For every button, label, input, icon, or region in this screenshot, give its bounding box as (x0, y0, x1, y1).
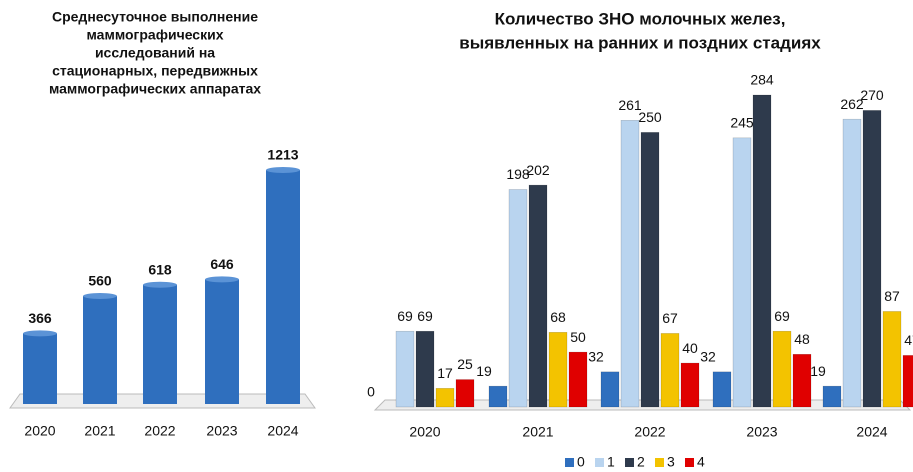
legend-label: 1 (607, 454, 615, 470)
data-label: 198 (506, 166, 530, 182)
data-label: 67 (662, 310, 678, 326)
bar-top (143, 281, 177, 288)
bar (205, 279, 239, 404)
bar (882, 311, 902, 408)
data-label: 270 (860, 87, 884, 103)
chart-title: Среднесуточное выполнение (52, 9, 258, 25)
bar (772, 330, 792, 408)
data-label: 32 (588, 349, 604, 365)
bar (732, 137, 752, 408)
data-label: 261 (618, 97, 642, 113)
data-label: 560 (88, 273, 112, 289)
data-label: 25 (457, 356, 473, 372)
legend-label: 3 (667, 454, 675, 470)
x-tick-label: 2020 (409, 424, 440, 440)
bar (528, 184, 548, 408)
data-label: 284 (750, 72, 774, 88)
data-label: 68 (550, 309, 566, 325)
data-label: 618 (148, 261, 172, 277)
legend-swatch (685, 458, 694, 467)
bar-top (83, 292, 117, 299)
data-label: 69 (397, 308, 413, 324)
data-label: 40 (682, 340, 698, 356)
bar (415, 330, 435, 408)
bar (395, 330, 415, 408)
legend-swatch (625, 458, 634, 467)
data-label: 87 (884, 288, 900, 304)
bar (548, 332, 568, 408)
bar (620, 120, 640, 408)
data-label: 202 (526, 162, 550, 178)
x-tick-label: 2023 (206, 423, 237, 439)
bar (266, 170, 300, 404)
bar (568, 351, 588, 408)
bar (822, 385, 842, 408)
bar (842, 118, 862, 408)
chart-title: маммографических (87, 27, 224, 43)
legend-swatch (565, 458, 574, 467)
bar (23, 333, 57, 404)
chart-title: стационарных, передвижных (52, 63, 258, 79)
data-label: 245 (730, 115, 754, 131)
data-label: 69 (774, 308, 790, 324)
bar (640, 132, 660, 408)
chart-title: выявленных на ранних и поздних стадиях (459, 33, 821, 52)
data-label: 19 (810, 363, 826, 379)
bar-top (266, 167, 300, 173)
bar (83, 295, 117, 404)
data-label: 47 (904, 332, 913, 348)
bar (488, 385, 508, 408)
data-label: 250 (638, 109, 662, 125)
data-label: 646 (210, 256, 234, 272)
bar-top (205, 276, 239, 283)
bar-top (23, 330, 57, 337)
bar (508, 189, 528, 408)
data-label: 1213 (267, 147, 298, 163)
legend-label: 2 (637, 454, 645, 470)
x-tick-label: 2021 (84, 423, 115, 439)
x-tick-label: 2021 (522, 424, 553, 440)
data-label: 262 (840, 96, 864, 112)
x-tick-label: 2024 (267, 423, 298, 439)
legend-label: 0 (577, 454, 585, 470)
bar (862, 110, 882, 408)
bar (660, 333, 680, 408)
bar (712, 371, 732, 408)
legend-swatch (655, 458, 664, 467)
x-tick-label: 2023 (746, 424, 777, 440)
bar (455, 379, 475, 408)
chart-title: Количество ЗНО молочных желез, (495, 9, 786, 28)
data-label: 48 (794, 331, 810, 347)
bar (680, 362, 700, 408)
chart-title: маммографических аппаратах (49, 81, 261, 97)
x-tick-label: 2024 (856, 424, 887, 440)
data-label: 366 (28, 310, 52, 326)
bar (600, 371, 620, 408)
x-tick-label: 2022 (144, 423, 175, 439)
legend-label: 4 (697, 454, 705, 470)
data-label: 32 (700, 349, 716, 365)
bar (902, 355, 913, 408)
bar (435, 388, 455, 408)
data-label: 50 (570, 329, 586, 345)
bar (752, 94, 772, 408)
x-tick-label: 2022 (634, 424, 665, 440)
data-label: 17 (437, 365, 453, 381)
x-tick-label: 2020 (24, 423, 55, 439)
legend-swatch (595, 458, 604, 467)
chart-title: исследований на (95, 45, 215, 61)
data-label: 69 (417, 308, 433, 324)
data-label: 19 (476, 363, 492, 379)
bar (143, 284, 177, 404)
bar (792, 354, 812, 408)
data-label: 0 (367, 384, 375, 400)
